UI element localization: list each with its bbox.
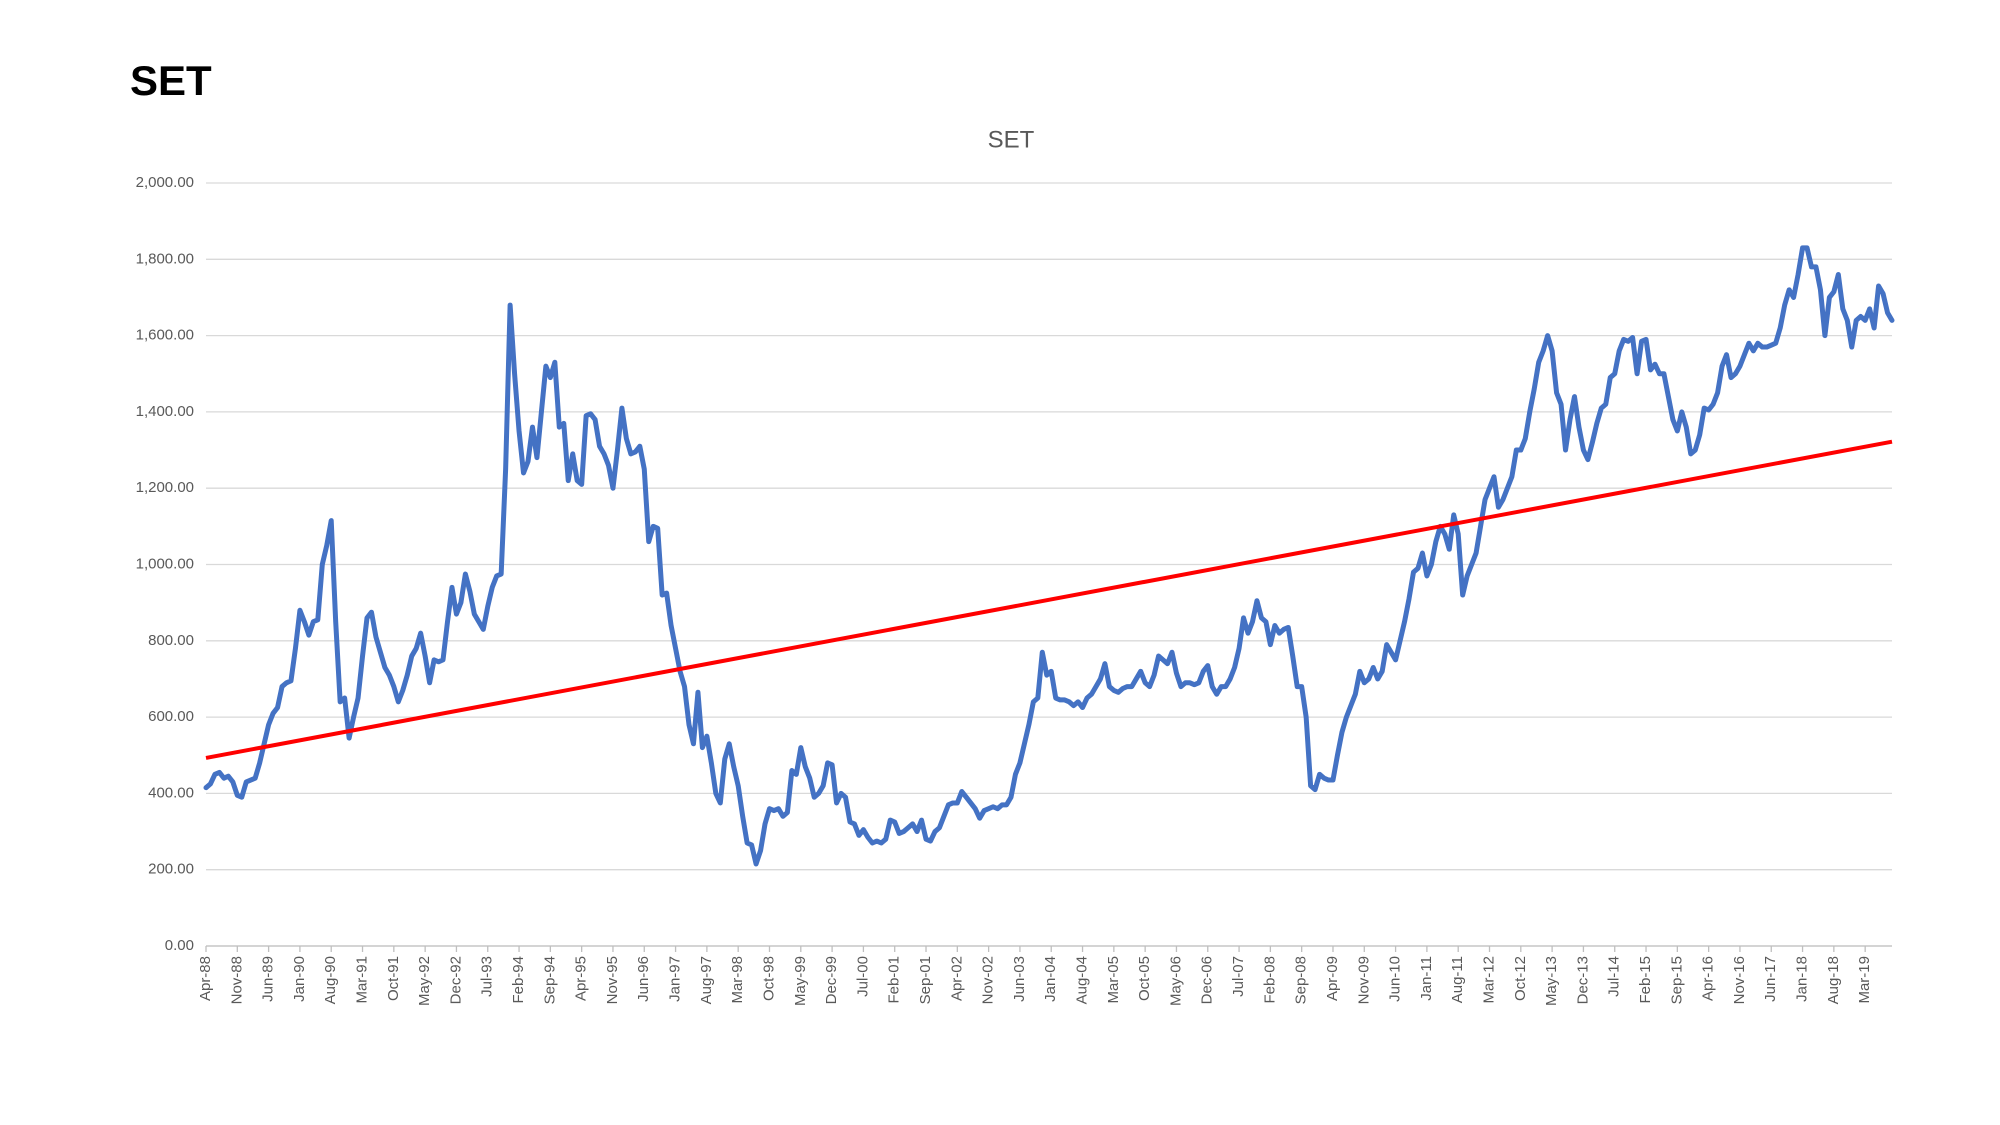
x-tick-label: Oct-98 <box>760 956 777 1001</box>
x-tick-label: Nov-16 <box>1731 956 1748 1004</box>
x-tick-label: Feb-15 <box>1637 956 1654 1004</box>
x-tick-label: Nov-95 <box>604 956 621 1004</box>
x-tick-label: Dec-13 <box>1574 956 1591 1004</box>
x-tick-label: Dec-06 <box>1199 956 1216 1004</box>
x-tick-label: Jul-14 <box>1606 956 1623 997</box>
y-tick-label: 600.00 <box>148 708 194 725</box>
x-tick-label: Jun-03 <box>1011 956 1028 1002</box>
x-tick-label: Aug-90 <box>322 956 339 1004</box>
page-heading: SET <box>130 57 212 104</box>
y-tick-label: 0.00 <box>165 937 194 954</box>
x-tick-label: Apr-02 <box>948 956 965 1001</box>
x-tick-label: Nov-02 <box>980 956 997 1004</box>
x-tick-label: Aug-11 <box>1449 956 1466 1003</box>
x-tick-label: Jul-93 <box>479 956 496 997</box>
y-tick-label: 200.00 <box>148 861 194 878</box>
y-tick-label: 1,800.00 <box>136 250 194 267</box>
x-tick-label: Feb-01 <box>886 956 903 1004</box>
x-tick-label: Jan-90 <box>291 956 308 1002</box>
chart-title: SET <box>988 126 1035 153</box>
x-tick-label: Dec-92 <box>447 956 464 1004</box>
x-tick-label: Feb-08 <box>1261 956 1278 1004</box>
x-tick-label: May-92 <box>416 956 433 1006</box>
x-tick-label: Mar-91 <box>353 956 370 1004</box>
x-tick-label: Oct-91 <box>385 956 402 1001</box>
x-tick-label: Jun-17 <box>1762 956 1779 1002</box>
x-tick-label: Oct-12 <box>1512 956 1529 1001</box>
data-line <box>203 245 1895 867</box>
x-tick-label: Jun-89 <box>260 956 277 1002</box>
x-tick-label: Dec-99 <box>823 956 840 1004</box>
x-tick-label: Mar-05 <box>1105 956 1122 1004</box>
x-tick-label: Sep-08 <box>1293 956 1310 1004</box>
x-tick-label: Jun-10 <box>1387 956 1404 1002</box>
x-tick-label: Nov-09 <box>1355 956 1372 1004</box>
y-tick-label: 1,400.00 <box>136 403 194 420</box>
x-tick-label: Jan-11 <box>1418 956 1435 1001</box>
y-tick-label: 800.00 <box>148 632 194 649</box>
x-tick-label: Jul-00 <box>854 956 871 997</box>
x-tick-label: Jun-96 <box>635 956 652 1002</box>
x-tick-label: Mar-19 <box>1856 956 1873 1004</box>
x-tick-label: May-99 <box>792 956 809 1006</box>
y-tick-label: 1,200.00 <box>136 479 194 496</box>
x-tick-label: Aug-18 <box>1825 956 1842 1004</box>
y-tick-label: 400.00 <box>148 784 194 801</box>
x-tick-label: May-06 <box>1167 956 1184 1006</box>
x-tick-label: Mar-98 <box>729 956 746 1004</box>
x-tick-label: Apr-16 <box>1700 956 1717 1001</box>
x-tick-label: Apr-88 <box>197 956 214 1001</box>
x-tick-label: May-13 <box>1543 956 1560 1006</box>
x-tick-label: Oct-05 <box>1136 956 1153 1001</box>
x-tick-label: Sep-01 <box>917 956 934 1004</box>
x-tick-label: Jan-18 <box>1794 956 1811 1002</box>
x-tick-label: Apr-09 <box>1324 956 1341 1001</box>
x-tick-label: Jan-97 <box>667 956 684 1002</box>
x-tick-label: Mar-12 <box>1480 956 1497 1004</box>
x-tick-label: Sep-15 <box>1668 956 1685 1004</box>
x-tick-label: Feb-94 <box>510 956 527 1004</box>
y-tick-label: 2,000.00 <box>136 174 194 191</box>
x-tick-label: Jan-04 <box>1042 956 1059 1002</box>
x-tick-label: Nov-88 <box>228 956 245 1004</box>
x-tick-label: Aug-97 <box>698 956 715 1004</box>
x-tick-label: Aug-04 <box>1074 956 1091 1004</box>
y-tick-label: 1,000.00 <box>136 555 194 572</box>
x-tick-label: Jul-07 <box>1230 956 1247 997</box>
trendline <box>205 439 1893 760</box>
x-tick-label: Apr-95 <box>573 956 590 1001</box>
y-tick-label: 1,600.00 <box>136 327 194 344</box>
x-tick-label: Sep-94 <box>541 956 558 1004</box>
